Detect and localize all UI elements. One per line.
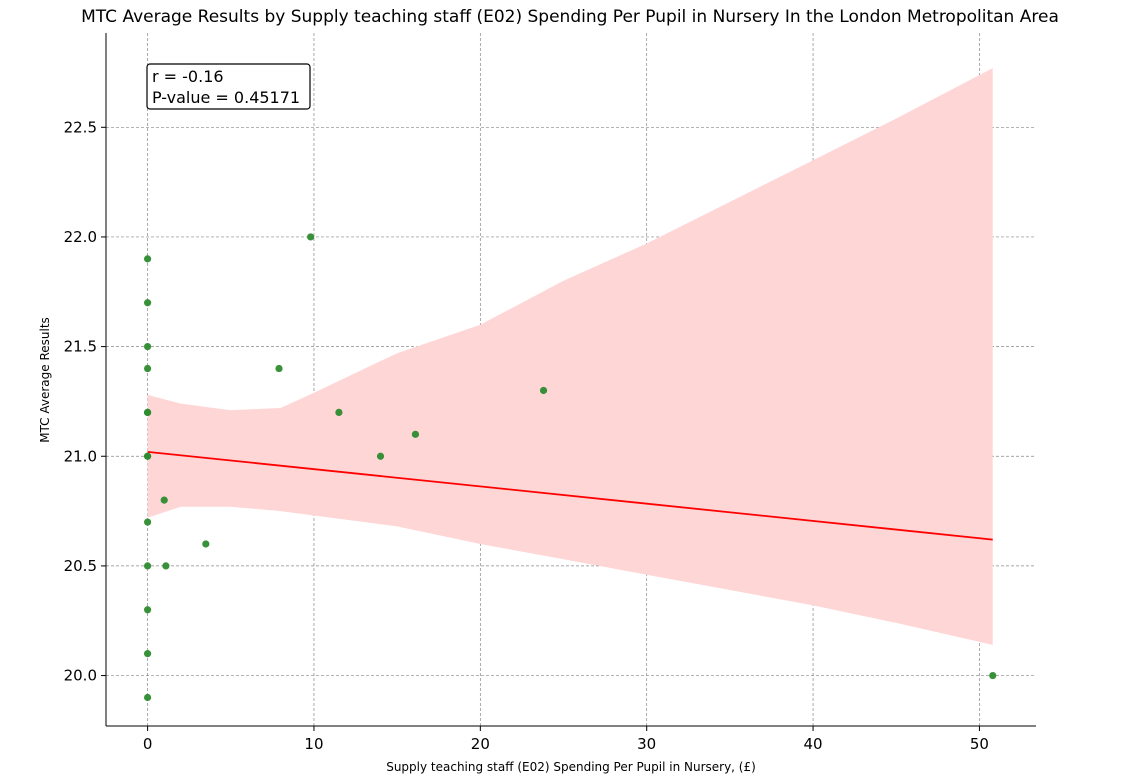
- x-axis-label: Supply teaching staff (E02) Spending Per…: [386, 760, 756, 774]
- x-ticks: 0 10 20 30 40 50: [143, 726, 989, 753]
- data-point-1: [143, 299, 152, 307]
- stats-box: [146, 63, 311, 110]
- x-tick-label-5: 50: [970, 735, 989, 753]
- stats-annotation: r = -0.16 P-value = 0.45171: [146, 63, 311, 110]
- regression-line: [147, 450, 993, 541]
- data-point-20: [411, 430, 420, 438]
- data-point-18: [335, 408, 343, 416]
- data-point-10: [143, 606, 152, 614]
- data-point-21: [539, 386, 548, 395]
- data-point-11: [143, 650, 152, 658]
- stat-r: r = -0.16: [152, 67, 224, 86]
- data-point-8: [143, 518, 152, 526]
- y-tick-label-4: 22.0: [64, 228, 97, 246]
- chart-title: MTC Average Results by Supply teaching s…: [81, 7, 1059, 27]
- data-point-14: [162, 562, 170, 570]
- data-point-12: [143, 693, 152, 702]
- data-points: [143, 233, 997, 702]
- data-point-9: [143, 562, 152, 570]
- y-axis-label: MTC Average Results: [38, 317, 52, 443]
- x-tick-label-2: 20: [471, 735, 490, 753]
- stat-p-value: P-value = 0.45171: [152, 88, 300, 107]
- data-point-7: [143, 452, 152, 460]
- y-tick-label-2: 21.0: [64, 447, 97, 465]
- data-point-16: [275, 364, 283, 373]
- y-ticks: 20.0 20.5 21.0 21.5 22.0 22.5: [64, 118, 106, 685]
- x-tick-label-3: 30: [637, 735, 656, 753]
- data-point-22: [989, 671, 997, 680]
- confidence-band: [147, 68, 993, 645]
- data-point-0: [143, 255, 152, 263]
- data-point-2: [143, 343, 152, 351]
- data-point-3: [143, 364, 152, 373]
- y-tick-label-1: 20.5: [64, 557, 97, 575]
- data-point-19: [376, 452, 385, 460]
- x-tick-label-1: 10: [304, 735, 323, 753]
- data-point-17: [307, 233, 315, 241]
- data-point-13: [160, 496, 168, 504]
- data-point-5: [143, 408, 152, 416]
- data-point-15: [202, 540, 210, 548]
- y-tick-label-3: 21.5: [64, 338, 97, 356]
- y-tick-label-0: 20.0: [64, 667, 97, 685]
- y-tick-label-5: 22.5: [64, 118, 97, 136]
- x-tick-label-0: 0: [143, 735, 153, 753]
- x-tick-label-4: 40: [804, 735, 823, 753]
